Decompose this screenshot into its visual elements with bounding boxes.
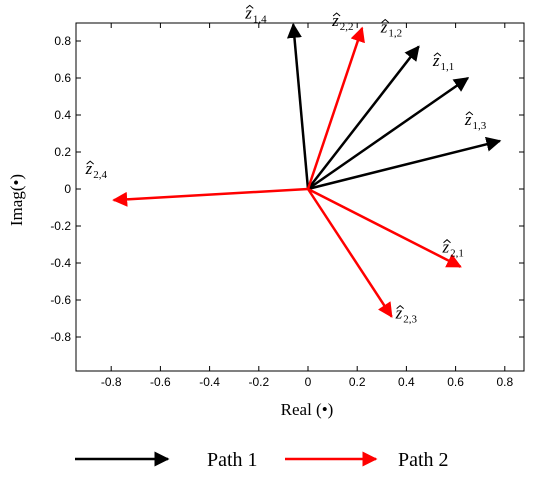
x-tick-label: -0.2 (248, 375, 269, 389)
vector-label-1-1: z1,1 (432, 51, 454, 73)
hat-accent-icon (396, 304, 404, 310)
hat-accent-icon (433, 52, 442, 57)
vector-label-subscript: 2,3 (403, 314, 417, 326)
y-tick-label: 0.8 (54, 34, 71, 48)
vector-label-base: z (432, 51, 440, 70)
x-axis-ticks: -0.8 -0.6 -0.4 -0.2 0 0.2 0.4 0.6 0.8 (101, 23, 513, 389)
y-axis-ticks: 0.8 0.6 0.4 0.2 0 -0.2 -0.4 -0.6 -0.8 (50, 34, 524, 344)
y-tick-label: 0.4 (54, 108, 71, 122)
x-tick-label: 0.4 (398, 375, 415, 389)
vector-label-base: z (331, 11, 339, 30)
y-tick-label: 0 (64, 182, 71, 196)
vector-label-base: z (85, 159, 93, 178)
x-axis-title: Real (•) (281, 400, 334, 419)
legend: Path 1 Path 2 (75, 449, 449, 471)
vector-label-base: z (464, 110, 472, 129)
hat-accent-icon (332, 12, 341, 17)
vector-label-1-4: z1,4 (244, 3, 267, 25)
vector-series: z1,1z1,2z1,3z1,4z2,1z2,2z2,3z2,4 (85, 3, 502, 326)
hat-accent-icon (381, 18, 390, 23)
hat-accent-icon (443, 239, 451, 244)
vector-label-1-3: z1,3 (464, 110, 487, 132)
hat-accent-icon (86, 160, 94, 165)
vector-label-subscript: 1,1 (441, 61, 455, 73)
vector-arrow-2-4 (112, 187, 309, 207)
vector-label-base: z (244, 3, 252, 22)
vector-label-base: z (380, 18, 388, 37)
vector-label-subscript: 2,1 (450, 248, 464, 260)
x-tick-label: 0.2 (349, 375, 366, 389)
vector-arrow-1-3 (307, 136, 502, 191)
vector-arrow-2-2 (306, 26, 365, 190)
vector-label-subscript: 2,4 (93, 169, 107, 181)
vector-label-2-4: z2,4 (85, 159, 108, 181)
vector-label-subscript: 1,4 (253, 13, 267, 25)
y-tick-label: 0.6 (54, 71, 71, 85)
vector-label-subscript: 2,2 (340, 21, 354, 33)
vector-arrow-1-1 (307, 76, 470, 191)
hat-accent-icon (465, 111, 474, 116)
y-tick-label: -0.6 (50, 293, 71, 307)
x-tick-label: 0 (305, 375, 312, 389)
y-tick-label: 0.2 (54, 145, 71, 159)
x-tick-label: 0.8 (496, 375, 513, 389)
legend-path-1-label: Path 1 (207, 449, 258, 471)
x-tick-label: -0.8 (101, 375, 122, 389)
x-tick-label: -0.4 (199, 375, 220, 389)
legend-path-2-label: Path 2 (398, 449, 449, 471)
hat-accent-icon (245, 4, 254, 9)
vector-label-2-3: z2,3 (395, 304, 418, 326)
x-tick-label: 0.6 (447, 375, 464, 389)
vector-label-subscript: 1,3 (473, 120, 487, 132)
y-tick-label: -0.2 (50, 219, 71, 233)
vector-label-subscript: 1,2 (388, 28, 402, 40)
plot-frame (75, 22, 525, 372)
vector-label-2-2: z2,2 (331, 11, 353, 33)
vector-arrow-2-1 (307, 187, 462, 268)
y-tick-label: -0.8 (50, 330, 71, 344)
y-axis-title: Imag(•) (7, 174, 26, 226)
vector-arrow-1-2 (307, 45, 420, 190)
vector-label-1-2: z1,2 (380, 18, 402, 40)
vector-arrow-2-3 (306, 188, 393, 318)
vector-label-base: z (442, 238, 450, 257)
y-tick-label: -0.4 (50, 256, 71, 270)
vector-label-base: z (395, 304, 403, 323)
vector-label-2-1: z2,1 (442, 238, 464, 260)
x-tick-label: -0.6 (150, 375, 171, 389)
vector-arrow-1-4 (286, 22, 310, 190)
